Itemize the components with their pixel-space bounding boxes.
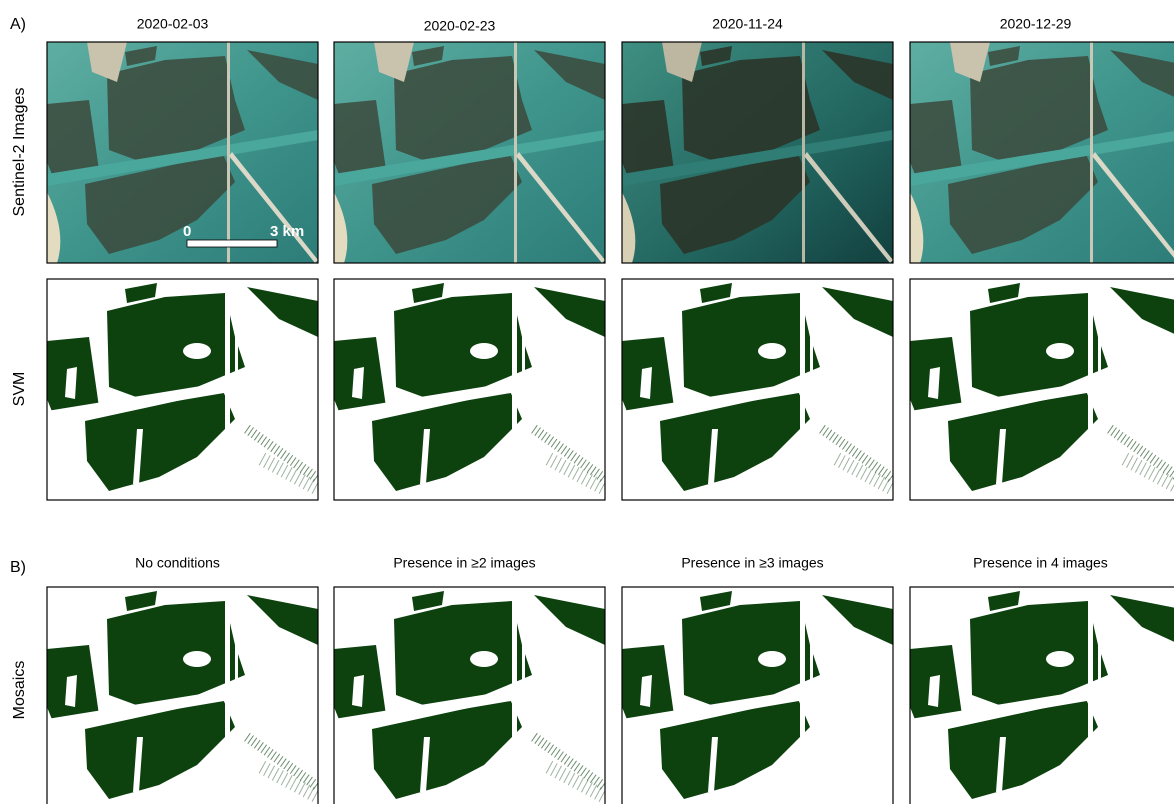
panel-label: A) (10, 16, 26, 33)
image-frame (46, 278, 319, 501)
panel-label: B) (10, 559, 26, 576)
scale-bar-rect (186, 239, 278, 248)
image-frame (46, 586, 319, 804)
image-frame (909, 278, 1174, 501)
scale-bar-start: 0 (183, 223, 191, 240)
image-frame (621, 41, 894, 264)
image-grid (46, 41, 1174, 804)
satellite-image (622, 42, 893, 263)
mosaic-map (47, 587, 318, 804)
row-label: Mosaics (11, 661, 28, 720)
scale-bar: 0 3 km (183, 223, 304, 248)
scale-bar-end: 3 km (270, 223, 304, 240)
mosaic-map (622, 587, 893, 804)
column-title: 2020-02-23 (424, 18, 496, 34)
image-frame (621, 278, 894, 501)
column-title: 2020-11-24 (712, 16, 783, 32)
column-title: 2020-12-29 (1000, 16, 1072, 32)
row-label: Sentinel-2 Images (11, 88, 28, 217)
image-frame (621, 586, 894, 804)
satellite-image (910, 42, 1174, 263)
svm-map (47, 279, 318, 500)
image-frame (909, 41, 1174, 264)
column-title: Presence in 4 images (973, 555, 1108, 571)
mosaic-map (910, 587, 1174, 804)
column-title: No conditions (135, 555, 220, 571)
column-title: 2020-02-03 (137, 16, 209, 32)
row-label: SVM (11, 372, 28, 407)
column-title: Presence in ≥3 images (681, 555, 823, 571)
svm-map (334, 279, 605, 500)
image-frame (333, 41, 606, 264)
svm-map (622, 279, 893, 500)
image-frame (333, 278, 606, 501)
mosaic-map (334, 587, 605, 804)
image-frame (909, 586, 1174, 804)
image-frame (333, 586, 606, 804)
column-title: Presence in ≥2 images (393, 555, 535, 571)
svm-map (910, 279, 1174, 500)
satellite-image (334, 42, 605, 263)
image-frame (46, 41, 319, 264)
